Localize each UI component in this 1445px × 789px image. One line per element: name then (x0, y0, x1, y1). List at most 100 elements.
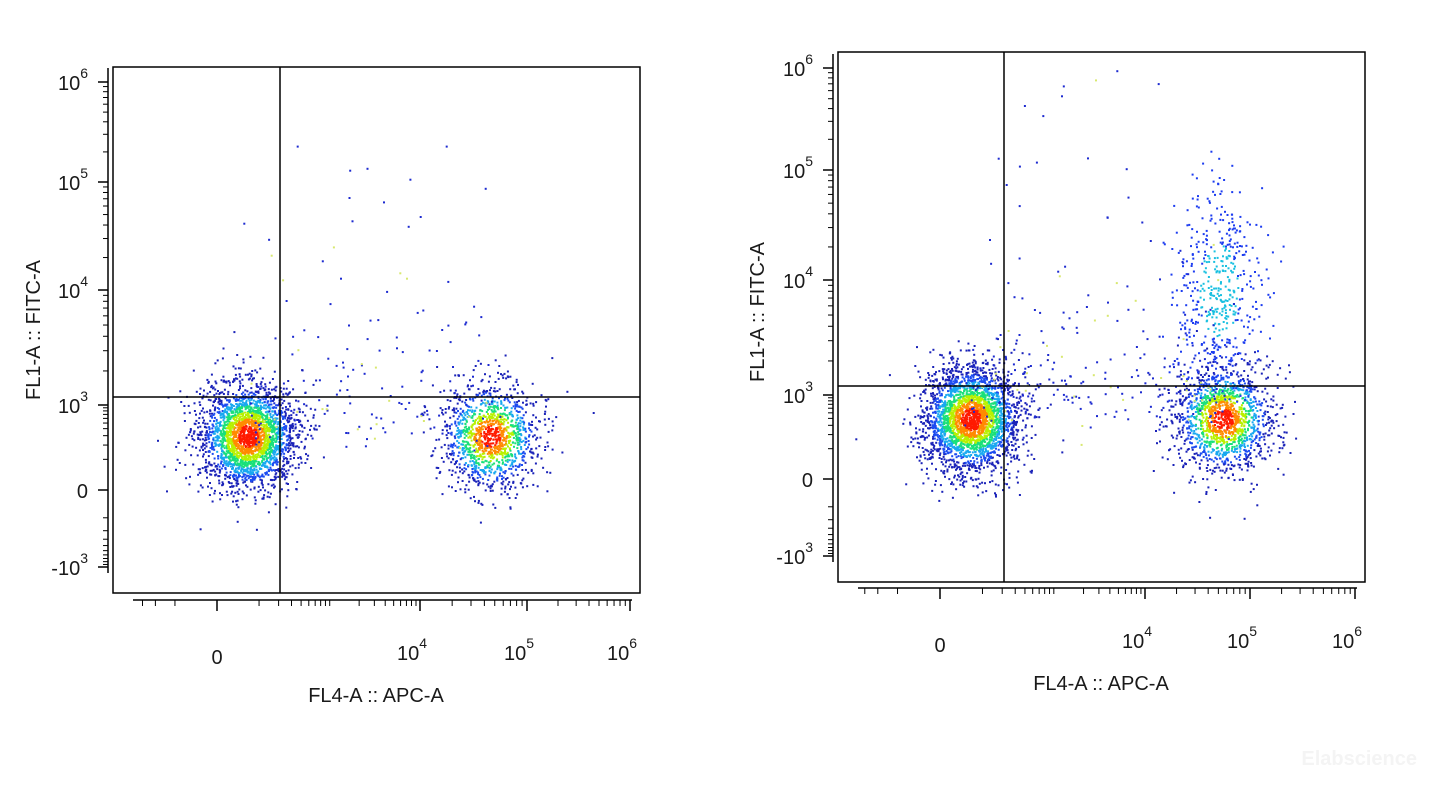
event-point (241, 430, 244, 433)
event-point (242, 437, 245, 440)
event-point (243, 222, 246, 225)
event-point (230, 430, 233, 433)
event-point (292, 411, 295, 414)
event-point (270, 399, 273, 402)
event-point (241, 406, 243, 409)
event-point (488, 417, 491, 420)
event-point (1013, 420, 1015, 422)
event-point (196, 433, 199, 436)
event-point (477, 428, 480, 431)
event-point (515, 437, 518, 440)
event-point (218, 436, 221, 439)
event-point (984, 403, 987, 406)
event-point (519, 433, 522, 435)
event-point (229, 431, 232, 433)
event-point (462, 453, 465, 456)
event-point (947, 446, 950, 449)
event-point (276, 452, 279, 455)
event-point (255, 391, 258, 393)
event-point (516, 493, 519, 496)
event-point (266, 410, 269, 413)
event-point (244, 427, 246, 430)
event-point (220, 391, 223, 394)
event-point (250, 391, 253, 394)
event-point (277, 422, 280, 425)
event-point (477, 443, 479, 446)
event-point (253, 423, 256, 426)
event-point (297, 463, 300, 466)
event-point (281, 431, 284, 434)
event-point (226, 411, 229, 414)
event-point (474, 471, 477, 474)
event-point (933, 448, 936, 451)
event-point (496, 468, 499, 471)
event-point (490, 386, 493, 389)
event-point (166, 490, 168, 493)
event-point (472, 445, 475, 448)
event-point (529, 450, 531, 453)
event-point (451, 446, 454, 449)
event-point (214, 362, 217, 365)
event-point (441, 409, 444, 411)
event-point (936, 401, 939, 403)
event-point (508, 442, 511, 445)
event-point (266, 394, 269, 397)
event-point (496, 406, 499, 409)
event-point (435, 438, 438, 441)
event-point (274, 389, 277, 392)
event-point (940, 436, 943, 439)
event-point (551, 357, 554, 360)
event-point (443, 389, 446, 392)
event-point (510, 453, 513, 456)
event-point (525, 403, 528, 406)
event-point (500, 429, 503, 432)
event-point (493, 407, 496, 410)
event-point (503, 413, 506, 416)
event-point (995, 435, 997, 438)
event-point (274, 413, 277, 416)
event-point (257, 420, 260, 423)
event-point (522, 426, 525, 429)
event-point (283, 457, 286, 460)
event-point (215, 428, 218, 431)
event-point (498, 365, 501, 367)
event-point (592, 412, 595, 414)
event-point (254, 403, 257, 406)
event-point (472, 399, 475, 402)
event-point (284, 417, 287, 420)
event-point (258, 407, 261, 410)
event-point (266, 429, 269, 432)
event-point (482, 471, 485, 474)
event-point (504, 470, 507, 473)
event-point (247, 420, 250, 423)
event-point (274, 386, 277, 389)
event-point (464, 462, 467, 465)
event-point (271, 410, 274, 413)
event-point (284, 414, 287, 417)
event-point (485, 411, 488, 413)
event-point (524, 429, 527, 432)
event-point (465, 321, 468, 324)
event-point (457, 429, 460, 432)
event-point (237, 456, 240, 459)
event-point (190, 454, 193, 457)
event-point (978, 449, 980, 452)
event-point (453, 409, 456, 412)
event-point (442, 460, 445, 463)
event-point (936, 407, 939, 410)
event-point (272, 437, 275, 440)
event-point (251, 379, 254, 382)
event-point (265, 472, 268, 475)
event-point (223, 460, 226, 463)
event-point (937, 413, 940, 416)
event-point (275, 476, 277, 479)
y-tick-label: 0 (77, 481, 88, 503)
event-point (246, 451, 248, 454)
event-point (932, 435, 935, 438)
event-point (508, 481, 511, 484)
event-point (231, 441, 234, 444)
event-point (253, 445, 256, 448)
event-point (222, 347, 225, 350)
event-point (521, 390, 524, 393)
event-point (242, 404, 245, 407)
